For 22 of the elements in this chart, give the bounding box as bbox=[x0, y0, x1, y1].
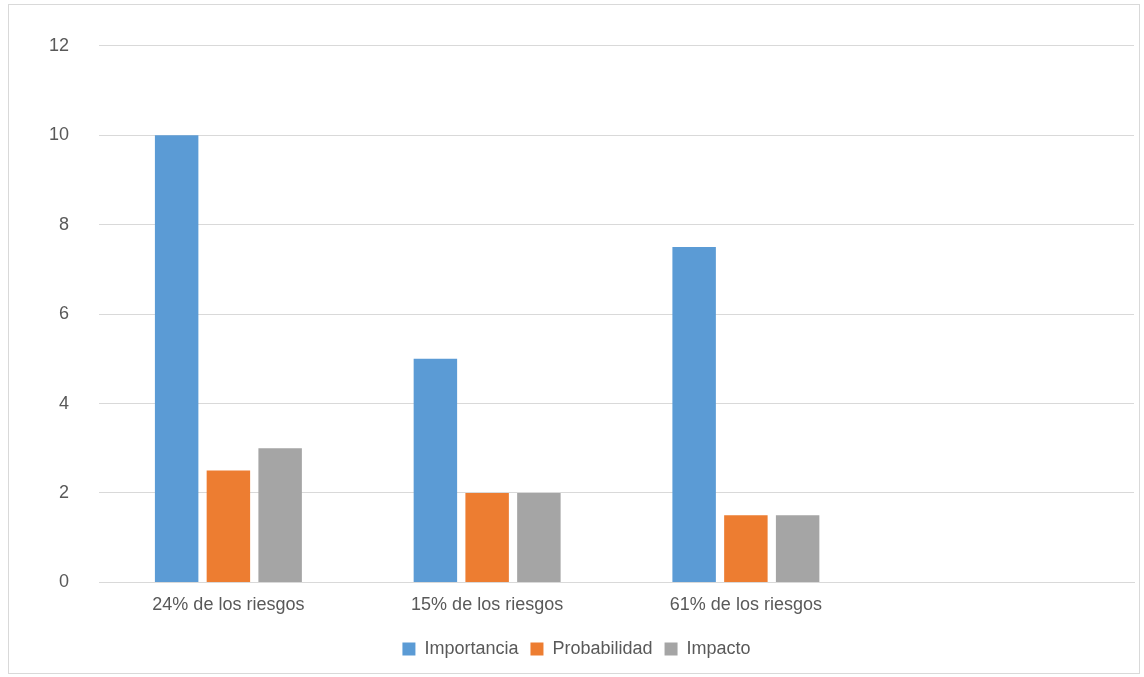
y-tick-label: 10 bbox=[48, 124, 70, 145]
bar bbox=[258, 448, 302, 582]
bar bbox=[413, 358, 458, 582]
y-tick-label: 4 bbox=[59, 392, 70, 413]
bar bbox=[465, 492, 509, 582]
bar bbox=[206, 470, 251, 582]
y-tick-label: 2 bbox=[59, 481, 70, 502]
legend-label: Impacto bbox=[686, 637, 751, 658]
bar bbox=[775, 515, 820, 582]
bar bbox=[154, 135, 199, 582]
y-tick-label: 0 bbox=[59, 571, 70, 592]
y-tick-label: 12 bbox=[48, 34, 70, 55]
bar bbox=[672, 247, 716, 582]
legend-label: Importancia bbox=[424, 637, 520, 658]
y-tick-label: 6 bbox=[59, 303, 70, 324]
bar bbox=[724, 515, 768, 582]
bar bbox=[517, 492, 561, 582]
y-tick-label: 8 bbox=[59, 213, 70, 234]
x-tick-label: 61% de los riesgos bbox=[669, 594, 822, 615]
x-tick-label: 24% de los riesgos bbox=[152, 594, 305, 615]
legend-label: Probabilidad bbox=[552, 637, 653, 658]
x-tick-label: 15% de los riesgos bbox=[411, 594, 564, 615]
